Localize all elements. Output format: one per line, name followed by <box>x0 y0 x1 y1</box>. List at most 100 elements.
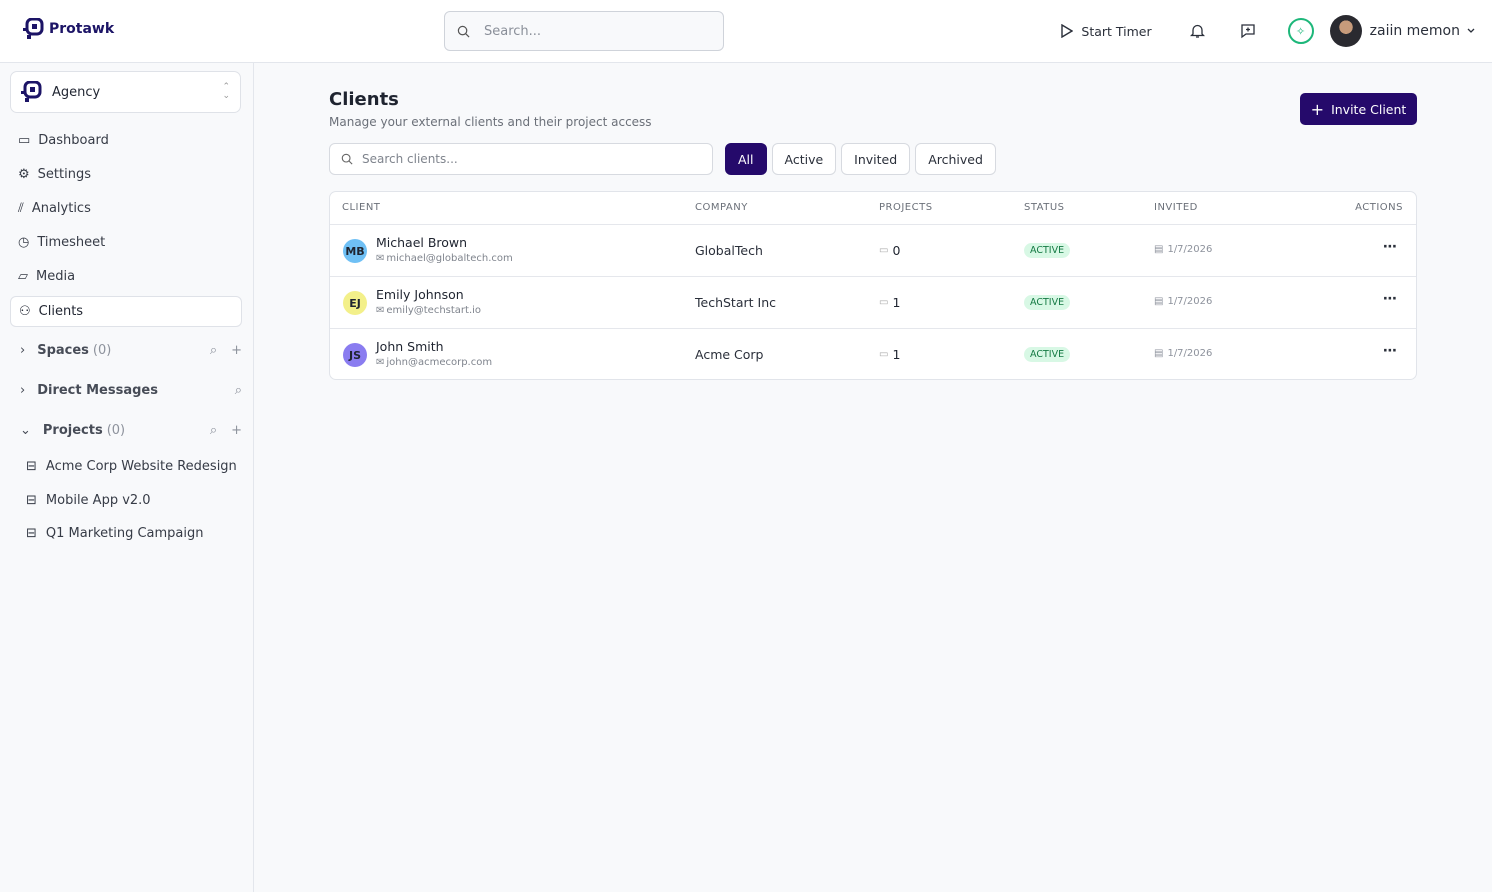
project-name: Acme Corp Website Redesign <box>45 459 237 474</box>
more-actions-icon[interactable]: ⋯ <box>1383 239 1397 255</box>
mail-icon: ✉ <box>376 305 385 316</box>
start-timer-label: Start Timer <box>1081 23 1152 39</box>
filter-invited[interactable]: Invited <box>841 143 911 175</box>
plus-icon: + <box>1310 99 1325 119</box>
briefcase-icon: ⊟ <box>26 526 37 541</box>
filter-archived[interactable]: Archived <box>915 143 996 175</box>
project-count-value: 1 <box>892 295 901 310</box>
project-count-value: 1 <box>892 347 901 362</box>
avatar: JS <box>343 343 367 367</box>
col-company: COMPANY <box>695 202 748 213</box>
briefcase-icon: ⊟ <box>26 493 37 508</box>
col-actions: ACTIONS <box>1355 202 1403 213</box>
col-status: STATUS <box>1024 202 1065 213</box>
section-spaces[interactable]: › Spaces (0) ⌕ + <box>20 343 242 358</box>
ai-assistant-icon[interactable]: ✧ <box>1287 18 1314 44</box>
workspace-switcher[interactable]: Agency ⌃ ⌄ <box>10 71 241 113</box>
project-count-value: 0 <box>892 243 901 258</box>
filter-active[interactable]: Active <box>771 143 837 175</box>
search-icon[interactable]: ⌕ <box>234 383 242 398</box>
project-item[interactable]: ⊟ Acme Corp Website Redesign <box>26 459 237 474</box>
client-search-input[interactable]: Search clients... <box>329 143 713 175</box>
client-name: Michael Brown <box>376 235 468 250</box>
nav-label: Media <box>36 269 76 284</box>
status-badge: ACTIVE <box>1024 295 1071 310</box>
user-name[interactable]: zaiin memon <box>1369 23 1460 39</box>
client-email: ✉ john@acmecorp.com <box>376 357 492 368</box>
chevron-right-icon: › <box>20 383 26 398</box>
table-row[interactable]: MB Michael Brown ✉ michael@globaltech.com… <box>330 224 1416 276</box>
start-timer-button[interactable]: Start Timer <box>1061 23 1152 39</box>
avatar: MB <box>343 239 367 263</box>
col-invited: INVITED <box>1154 202 1198 213</box>
search-placeholder: Search... <box>484 23 542 39</box>
invited-date: ▤ 1/7/2026 <box>1154 348 1212 359</box>
user-avatar[interactable] <box>1329 15 1362 47</box>
calendar-icon: ▤ <box>1154 244 1164 255</box>
table-row[interactable]: EJ Emily Johnson ✉ emily@techstart.io Tec… <box>330 276 1416 328</box>
status-badge: ACTIVE <box>1024 347 1071 362</box>
status-badge: ACTIVE <box>1024 243 1071 258</box>
search-icon <box>457 25 470 37</box>
nav-label: Clients <box>38 304 84 319</box>
top-header: Protawk Search... Start Timer ✧ zaiin me… <box>0 0 1492 63</box>
nav-label: Dashboard <box>38 133 109 148</box>
folder-icon: ▭ <box>879 245 889 256</box>
section-label: Direct Messages <box>37 383 158 398</box>
section-count: (0) <box>106 423 126 438</box>
page-title: Clients <box>329 89 399 110</box>
plus-icon[interactable]: + <box>231 423 242 438</box>
plus-icon[interactable]: + <box>231 343 242 358</box>
invite-client-button[interactable]: + Invite Client <box>1300 93 1417 125</box>
project-count: ▭ 1 <box>879 347 900 362</box>
more-actions-icon[interactable]: ⋯ <box>1383 343 1397 359</box>
section-label: Spaces <box>37 343 89 358</box>
nav-label: Analytics <box>31 201 91 216</box>
sidebar-item-dashboard[interactable]: ▭ Dashboard <box>10 125 242 156</box>
folder-icon: ▭ <box>879 297 889 308</box>
clock-icon: ◷ <box>18 235 30 250</box>
invited-date: ▤ 1/7/2026 <box>1154 244 1212 255</box>
sidebar-item-timesheet[interactable]: ◷ Timesheet <box>10 227 242 258</box>
nav-label: Settings <box>37 167 91 182</box>
brand-logo[interactable]: Protawk <box>22 18 114 40</box>
sidebar-item-analytics[interactable]: ⫽ Analytics <box>10 193 242 224</box>
filter-all[interactable]: All <box>725 143 767 175</box>
protawk-logo-icon <box>23 18 44 39</box>
folder-icon: ▱ <box>18 269 28 284</box>
chevron-right-icon: › <box>20 343 26 358</box>
bell-icon[interactable] <box>1188 21 1208 41</box>
table-row[interactable]: JS John Smith ✉ john@acmecorp.com Acme Co… <box>330 328 1416 379</box>
more-actions-icon[interactable]: ⋯ <box>1383 291 1397 307</box>
search-icon[interactable]: ⌕ <box>209 343 218 358</box>
project-count: ▭ 1 <box>879 295 900 310</box>
invite-label: Invite Client <box>1331 101 1407 117</box>
sidebar-item-media[interactable]: ▱ Media <box>10 261 242 292</box>
mail-icon: ✉ <box>376 357 385 368</box>
briefcase-icon: ⊟ <box>26 459 37 474</box>
company: TechStart Inc <box>695 295 776 310</box>
col-client: CLIENT <box>342 202 381 213</box>
project-name: Mobile App v2.0 <box>45 493 151 508</box>
clients-table: CLIENT COMPANY PROJECTS STATUS INVITED A… <box>329 191 1417 380</box>
client-name: Emily Johnson <box>376 287 464 302</box>
chevron-down-icon[interactable] <box>1466 27 1476 35</box>
project-item[interactable]: ⊟ Mobile App v2.0 <box>26 493 151 508</box>
folder-icon: ▭ <box>879 349 889 360</box>
search-icon[interactable]: ⌕ <box>209 423 218 438</box>
date-text: 1/7/2026 <box>1167 244 1213 255</box>
project-count: ▭ 0 <box>879 243 900 258</box>
workspace-logo-icon <box>21 81 42 102</box>
message-plus-icon[interactable] <box>1238 21 1258 41</box>
search-placeholder: Search clients... <box>362 152 458 166</box>
global-search-input[interactable]: Search... <box>444 11 724 51</box>
company: Acme Corp <box>695 347 764 362</box>
section-count: (0) <box>92 343 112 358</box>
project-item[interactable]: ⊟ Q1 Marketing Campaign <box>26 526 204 541</box>
sidebar-item-settings[interactable]: ⚙ Settings <box>10 159 242 190</box>
section-direct-messages[interactable]: › Direct Messages ⌕ <box>20 383 242 398</box>
sidebar-item-clients[interactable]: ⚇ Clients <box>10 296 242 327</box>
nav-label: Timesheet <box>37 235 106 250</box>
section-projects[interactable]: ⌄ Projects (0) ⌕ + <box>20 423 242 438</box>
client-email: ✉ michael@globaltech.com <box>376 253 513 264</box>
